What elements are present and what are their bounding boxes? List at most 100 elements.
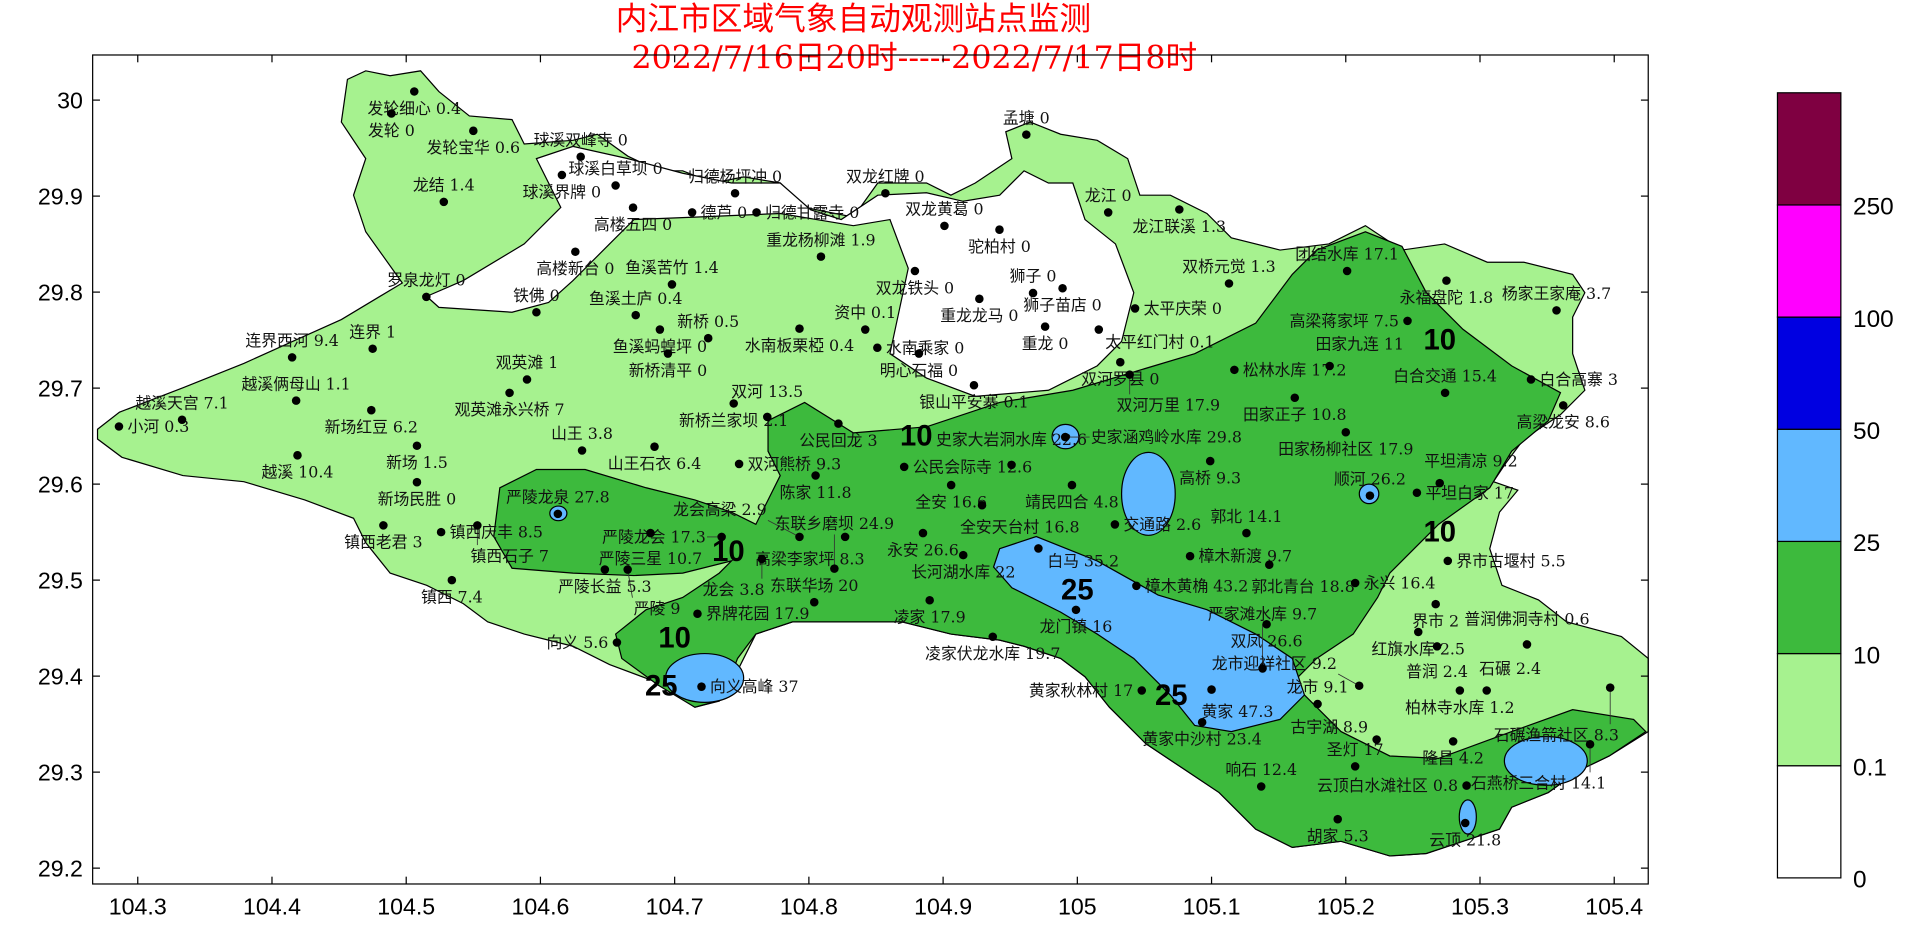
station-dot — [1435, 478, 1444, 488]
x-tick-label: 104.4 — [243, 893, 301, 919]
station: 连界 1 — [349, 322, 396, 354]
station-dot — [697, 682, 706, 691]
station: 东联乡磨坝 24.9 — [775, 514, 894, 573]
station-dot — [505, 388, 514, 398]
station-dot — [840, 532, 850, 542]
station-dot — [809, 597, 819, 607]
station: 石燕桥三合村 14.1 — [1471, 740, 1606, 793]
station-value: 1.3 — [1251, 257, 1276, 276]
x-tick-label: 105 — [1058, 893, 1097, 919]
station: 发轮宝华 0.6 — [427, 126, 520, 157]
station-name: 高梁龙安 — [1517, 413, 1580, 432]
station-dot — [995, 225, 1004, 234]
contour-label: 25 — [1061, 574, 1094, 606]
station: 胡家 5.3 — [1307, 814, 1369, 845]
station-dot — [114, 422, 124, 431]
station-dot — [1462, 781, 1471, 790]
station-name: 严陵龙泉 — [506, 488, 569, 507]
station-name: 狮子 — [1010, 267, 1042, 286]
station-dot — [1522, 640, 1532, 649]
station: 郭北 14.1 — [1210, 507, 1282, 538]
station-name: 东联华场 — [770, 576, 833, 595]
station-name: 公民回龙 — [799, 431, 862, 450]
station-value: 26.2 — [1371, 469, 1406, 488]
legend-swatch — [1776, 92, 1842, 206]
station: 黄家秋林村 17 — [1029, 681, 1147, 700]
station-dot — [1526, 375, 1536, 384]
station-value: 15.4 — [1462, 367, 1497, 386]
station-value: 8.3 — [839, 549, 864, 568]
station-dot — [663, 349, 673, 358]
legend-swatch — [1776, 428, 1842, 543]
station-value: 1.8 — [1468, 288, 1493, 307]
station-name: 新场 — [386, 453, 418, 472]
legend-swatch — [1776, 652, 1842, 767]
station: 古宇湖 8.9 — [1291, 717, 1381, 744]
station-value: 9.2 — [1493, 452, 1518, 471]
station-name: 球溪界牌 — [523, 182, 586, 201]
station-name: 孟塘 — [1003, 108, 1035, 127]
station-name: 郭北 — [1210, 507, 1242, 526]
station-name: 响石 — [1225, 760, 1257, 779]
station-name: 石碾渔箭社区 — [1494, 725, 1589, 744]
station-value: 0 — [604, 259, 614, 278]
station-value: 23.4 — [1227, 730, 1262, 749]
station-name: 团结水库 — [1295, 245, 1358, 264]
station: 樟木黄桷 43.2 — [1132, 576, 1248, 595]
station: 平坦白家 17 — [1412, 483, 1514, 502]
station-value: 0 — [653, 159, 663, 178]
station-dot — [368, 344, 377, 354]
station: 越溪 10.4 — [262, 451, 333, 482]
station-name: 双河 — [731, 382, 763, 401]
station-dot — [1242, 528, 1251, 538]
contour-labels: 10 10 10 25 25 25 10 10 — [645, 325, 1456, 712]
station-value: 0 — [455, 271, 465, 290]
station-name: 越溪俩母山 — [242, 374, 321, 393]
station-name: 鱼溪苦竹 — [625, 258, 688, 277]
station-dot — [367, 405, 376, 415]
station-value: 16.8 — [1044, 518, 1079, 537]
station-value: 2 — [1449, 611, 1459, 630]
station: 太平红门村 0.1 — [1094, 325, 1215, 352]
station: 镇西庆丰 8.5 — [436, 523, 543, 542]
station-dot — [532, 307, 541, 317]
station-name: 松林水库 — [1243, 360, 1306, 379]
station-dot — [1022, 130, 1031, 139]
station: 龙市 9.1 — [1287, 678, 1349, 709]
x-tick-label: 105.1 — [1183, 893, 1241, 919]
station: 严陵长益 5.3 — [558, 565, 652, 596]
station-name: 黄家秋林村 — [1029, 681, 1108, 700]
station-name: 田家正子 — [1243, 405, 1306, 424]
x-tick-label: 104.6 — [511, 893, 569, 919]
station: 山王石衣 6.4 — [608, 442, 701, 473]
station-name: 小河 — [128, 417, 160, 436]
station-dot — [1443, 556, 1453, 566]
station-value: 0 — [1149, 370, 1159, 389]
station: 铁佛 0 — [513, 286, 560, 317]
station-dot — [834, 419, 843, 428]
station-dot — [1258, 664, 1267, 673]
station-name: 向义 — [547, 633, 579, 652]
station-name: 杨家王家庵 — [1502, 284, 1581, 303]
station-dot — [757, 554, 767, 564]
station-value: 0.6 — [495, 138, 520, 157]
station-name: 镇西石子 — [471, 546, 534, 565]
station-value: 6.4 — [676, 454, 701, 473]
station-dot — [1372, 735, 1381, 744]
station: 全安 16.6 — [915, 480, 987, 511]
station-value: 0 — [1212, 299, 1222, 318]
station-value: 0.5 — [714, 312, 739, 331]
station-value: 14.1 — [1571, 774, 1606, 793]
x-tick-label: 105.4 — [1585, 893, 1643, 919]
station: 发轮细心 0.4 — [367, 87, 461, 118]
station: 球溪白草坝 0 — [568, 159, 663, 190]
station-value: 0 — [1046, 267, 1056, 286]
station-value: 0.1 — [871, 303, 896, 322]
station-name: 龙江 — [1085, 186, 1117, 205]
station: 太平庆荣 0 — [1130, 299, 1222, 318]
station-value: 16.4 — [1400, 574, 1435, 593]
region-blue-yunding — [1458, 799, 1477, 835]
station-dot — [1175, 205, 1184, 214]
y-tick-label: 29.2 — [38, 856, 83, 882]
